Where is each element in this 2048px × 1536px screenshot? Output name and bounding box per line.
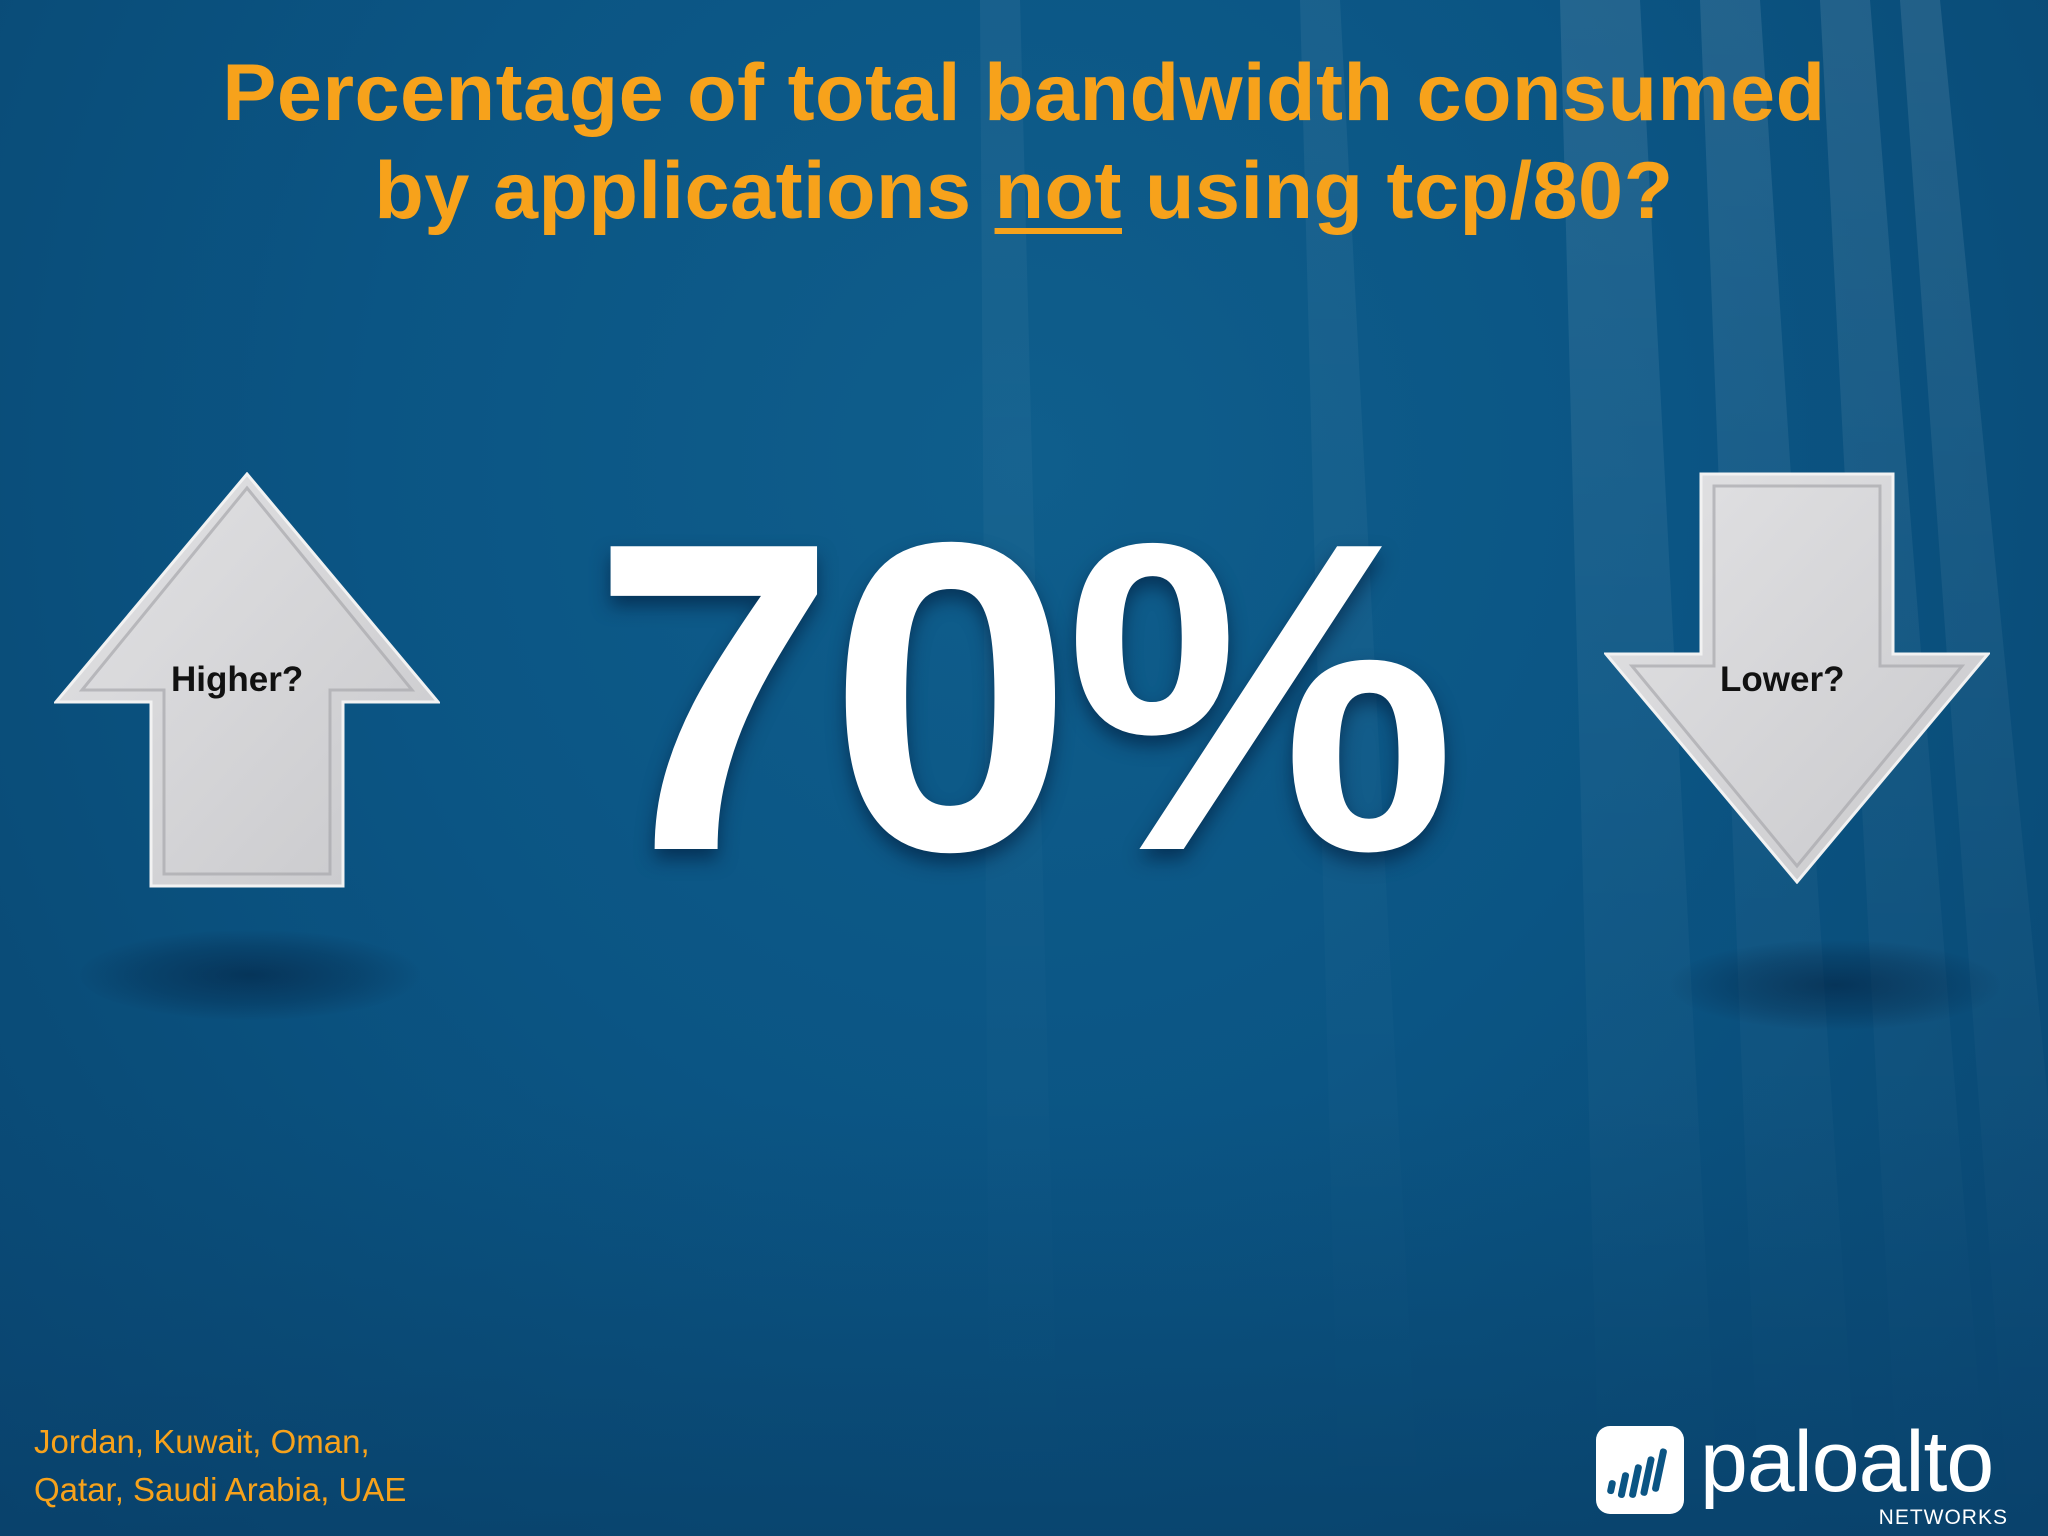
title-line-2-start: by applications [374,146,995,236]
country-list-line-2: Qatar, Saudi Arabia, UAE [34,1471,407,1508]
title-line-1: Percentage of total bandwidth consumed [222,48,1826,138]
title-underlined-word: not [994,146,1122,236]
lower-label: Lower? [1720,660,1845,699]
title-line-2-end: using tcp/80? [1122,146,1674,236]
country-list: Jordan, Kuwait, Oman, Qatar, Saudi Arabi… [34,1418,406,1514]
higher-label: Higher? [171,660,304,699]
paloalto-logo: paloalto NETWORKS [1596,1414,2016,1530]
logo-wordmark: paloalto [1700,1414,1994,1510]
big-percentage: 70% [591,452,1457,943]
down-arrow-shadow [1670,940,2000,1030]
logo-subtitle: NETWORKS [1878,1506,2008,1529]
up-arrow-shadow [80,930,420,1020]
slide-title: Percentage of total bandwidth consumed b… [40,44,2008,240]
higher-button[interactable]: Higher? [54,472,440,888]
title-line-2: by applications not using tcp/80? [40,142,2008,240]
paloalto-logo-icon [1596,1426,1684,1514]
up-arrow-icon [54,472,440,888]
lower-button[interactable]: Lower? [1604,472,1990,884]
down-arrow-icon [1604,472,1990,884]
country-list-line-1: Jordan, Kuwait, Oman, [34,1423,370,1460]
